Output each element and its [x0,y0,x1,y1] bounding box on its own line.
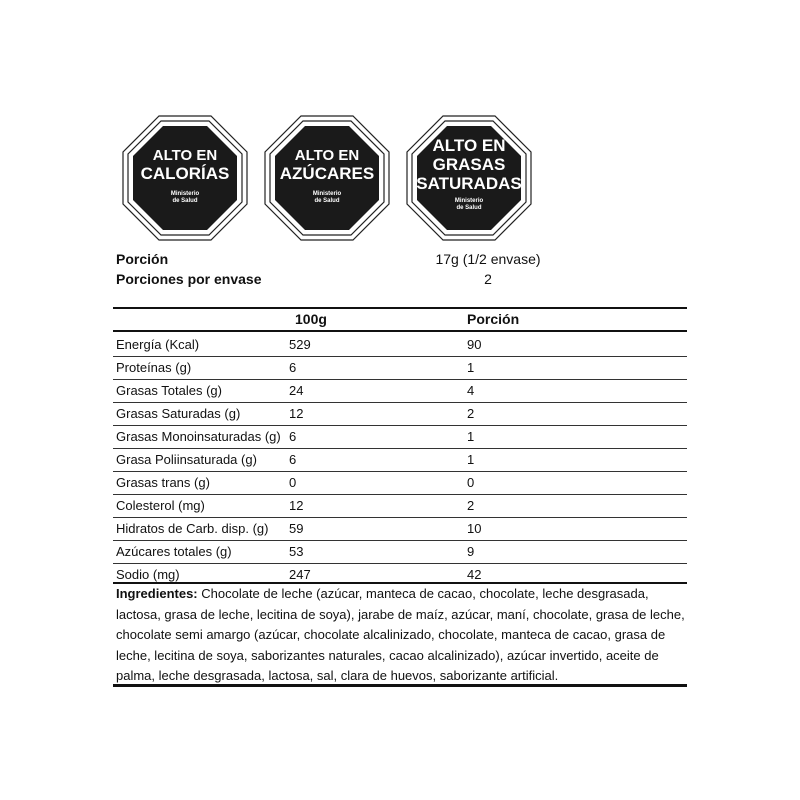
seal-authority: Ministerio [170,191,200,197]
value-portion: 2 [467,498,475,513]
table-row: Grasa Poliinsaturada (g) 6 1 [113,448,687,471]
nutrient-name: Energía (Kcal) [116,337,200,352]
portion-label: Porción [116,251,169,267]
table-row: Proteínas (g) 6 1 [113,356,687,379]
alto-en-azucares-seal: ALTO EN AZÚCARES Ministerio de Salud [263,114,391,242]
seal-authority: de Salud [456,205,482,211]
ingredients: Ingredientes: Chocolate de leche (azúcar… [116,584,688,687]
portion-value: 17g (1/2 envase) [435,251,541,267]
value-100g: 529 [289,337,311,352]
nutrient-name: Colesterol (mg) [116,498,205,513]
seal-authority: de Salud [172,198,198,204]
header-rule [113,330,687,332]
seal-authority: Ministerio [454,198,484,204]
seal-authority: Ministerio [312,191,342,197]
seal-line3: SATURADAS [416,174,522,193]
value-100g: 0 [289,475,297,490]
row-divider [113,425,687,426]
row-divider [113,494,687,495]
nutrient-name: Proteínas (g) [116,360,192,375]
value-portion: 0 [467,475,475,490]
seal-authority: de Salud [314,198,340,204]
value-portion: 10 [467,521,482,536]
ingredients-label: Ingredientes: [116,586,198,601]
row-divider [113,540,687,541]
portions-per-package-value: 2 [484,271,492,287]
value-portion: 42 [467,567,482,582]
value-100g: 247 [289,567,311,582]
table-row: Azúcares totales (g) 53 9 [113,540,687,563]
row-divider [113,563,687,564]
seal-line2: CALORÍAS [140,164,230,183]
table-row: Grasas Monoinsaturadas (g) 6 1 [113,425,687,448]
table-top-rule [113,307,687,309]
value-100g: 6 [289,452,297,467]
table-row: Sodio (mg) 247 42 [113,563,687,586]
row-divider [113,448,687,449]
row-divider [113,356,687,357]
nutrient-name: Azúcares totales (g) [116,544,232,559]
value-portion: 1 [467,452,475,467]
value-100g: 6 [289,360,297,375]
seal-line1: ALTO EN [432,136,506,155]
nutrient-name: Grasa Poliinsaturada (g) [116,452,257,467]
table-row: Grasas trans (g) 0 0 [113,471,687,494]
value-portion: 9 [467,544,475,559]
table-row: Colesterol (mg) 12 2 [113,494,687,517]
row-divider [113,517,687,518]
column-header-100g: 100g [295,311,327,327]
nutrient-name: Hidratos de Carb. disp. (g) [116,521,269,536]
value-100g: 12 [289,406,304,421]
value-portion: 90 [467,337,482,352]
row-divider [113,471,687,472]
value-100g: 24 [289,383,304,398]
seal-line2: AZÚCARES [279,164,375,183]
value-portion: 2 [467,406,475,421]
value-100g: 12 [289,498,304,513]
table-row: Grasas Totales (g) 24 4 [113,379,687,402]
table-bottom-rule [113,684,687,687]
ingredients-rule [113,582,687,584]
nutrient-name: Grasas Saturadas (g) [116,406,241,421]
seal-line1: ALTO EN [152,147,218,164]
column-header-portion: Porción [467,311,520,327]
nutrient-name: Grasas Totales (g) [116,383,222,398]
alto-en-grasas-saturadas-seal: ALTO EN GRASAS SATURADAS Ministerio de Salu… [405,114,533,242]
ingredients-text: Chocolate de leche (azúcar, manteca de c… [116,586,685,683]
seal-line2: GRASAS [432,155,506,174]
value-100g: 6 [289,429,297,444]
value-100g: 59 [289,521,304,536]
table-row: Grasas Saturadas (g) 12 2 [113,402,687,425]
table-row: Energía (Kcal) 529 90 [113,333,687,356]
row-divider [113,402,687,403]
value-portion: 1 [467,429,475,444]
value-portion: 1 [467,360,475,375]
alto-en-calorias-seal: ALTO EN CALORÍAS Ministerio de Salud [121,114,249,242]
nutrient-name: Sodio (mg) [116,567,180,582]
nutrient-name: Grasas trans (g) [116,475,210,490]
portions-per-package-label: Porciones por envase [116,271,262,287]
value-100g: 53 [289,544,304,559]
seal-line1: ALTO EN [294,147,360,164]
row-divider [113,379,687,380]
table-row: Hidratos de Carb. disp. (g) 59 10 [113,517,687,540]
value-portion: 4 [467,383,475,398]
nutrient-name: Grasas Monoinsaturadas (g) [116,429,281,444]
